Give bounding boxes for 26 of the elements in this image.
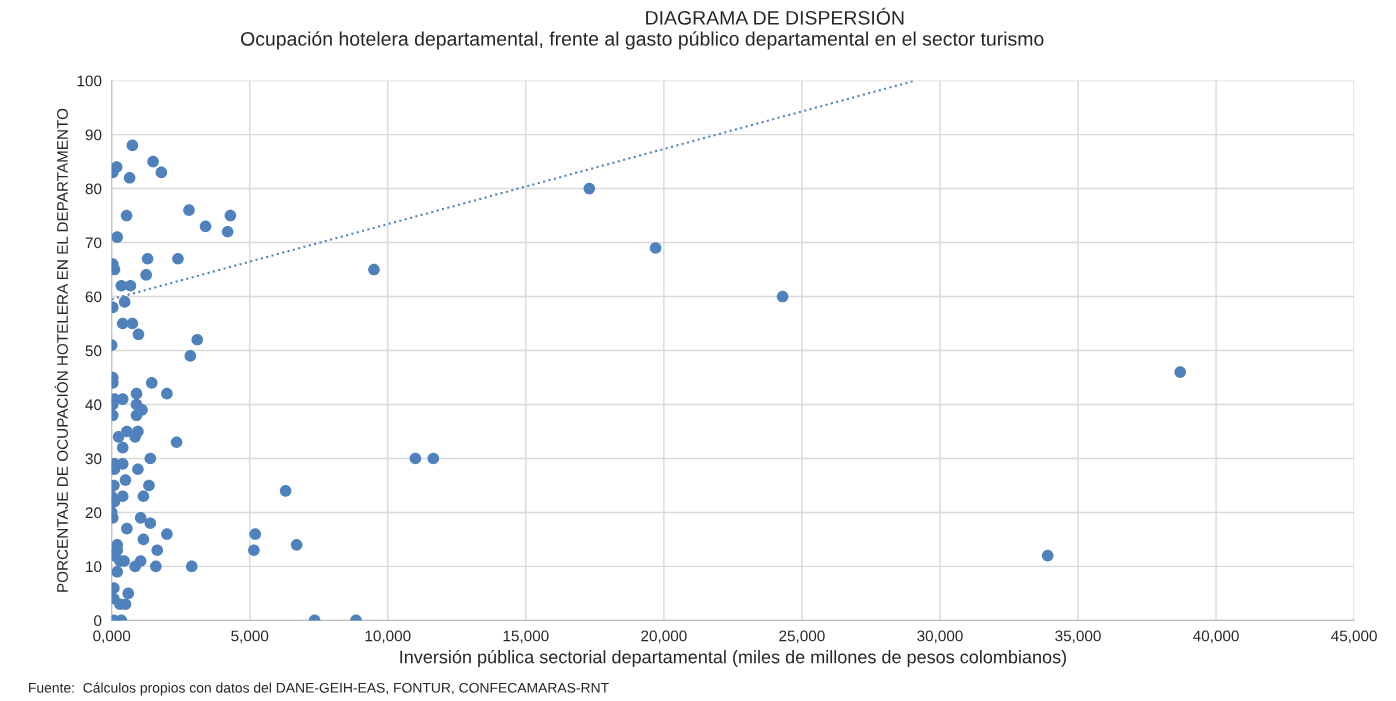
x-tick-label: 15,000 bbox=[503, 630, 549, 644]
x-tick-label: 0,000 bbox=[93, 630, 131, 644]
y-tick-label: 60 bbox=[85, 291, 102, 303]
y-tick-label: 100 bbox=[77, 75, 102, 87]
x-tick-label: 40,000 bbox=[1193, 630, 1239, 644]
y-tick-label: 40 bbox=[85, 399, 102, 411]
y-tick-label: 0 bbox=[94, 615, 102, 627]
y-tick-label: 80 bbox=[85, 183, 102, 195]
x-tick-label: 25,000 bbox=[779, 630, 825, 644]
y-axis-title: PORCENTAJE DE OCUPACIÓN HOTELERA EN EL DEPARTAMENTO bbox=[54, 108, 68, 592]
chart-title: DIAGRAMA DE DISPERSIÓN bbox=[646, 7, 904, 25]
chart-subtitle: Ocupación hotelera departamental, frente al gasto público departamental en el sector turismo bbox=[241, 31, 1044, 50]
y-tick-label: 50 bbox=[85, 345, 102, 357]
y-tick-label: 20 bbox=[85, 507, 102, 519]
x-axis-title: Inversión pública sectorial departamental (miles de millones de pesos colombianos) bbox=[400, 649, 1066, 667]
x-tick-label: 5,000 bbox=[231, 630, 269, 644]
x-tick-label: 10,000 bbox=[365, 630, 411, 644]
source-note: Fuente: Cálculos propios con datos del DANE-GEIH-EAS, FONTUR, CONFECAMARAS-RNT bbox=[29, 682, 609, 696]
x-tick-label: 30,000 bbox=[917, 630, 963, 644]
y-tick-label: 70 bbox=[85, 237, 102, 249]
y-tick-label: 30 bbox=[85, 453, 102, 465]
x-tick-label: 35,000 bbox=[1055, 630, 1101, 644]
y-tick-label: 90 bbox=[85, 129, 102, 141]
y-tick-label: 10 bbox=[86, 561, 102, 573]
x-tick-label: 20,000 bbox=[641, 630, 687, 644]
x-tick-label: 45,000 bbox=[1331, 630, 1377, 644]
